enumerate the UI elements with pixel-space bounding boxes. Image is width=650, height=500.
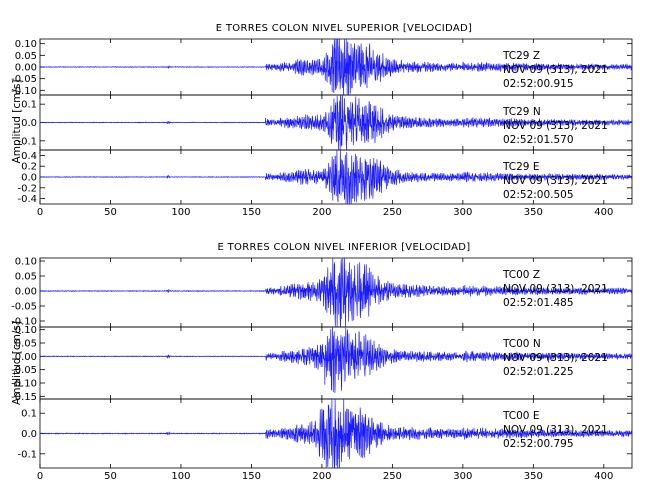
x-tick-label: 400 xyxy=(594,207,613,218)
y-tick-label: -0.10 xyxy=(11,317,37,328)
y-tick-label: -0.2 xyxy=(17,183,37,194)
y-axis-label: Amplitud [cm/s] xyxy=(11,80,23,164)
x-tick-label: 0 xyxy=(37,471,43,482)
date-label: NOV 09 (313), 2021 xyxy=(503,352,608,364)
x-tick-label: 50 xyxy=(104,471,117,482)
y-tick-label: -0.1 xyxy=(17,136,37,147)
x-tick-label: 150 xyxy=(242,207,261,218)
y-tick-label: -0.1 xyxy=(17,449,37,460)
y-tick-label: -0.4 xyxy=(17,194,37,205)
waveform-trace xyxy=(39,398,633,469)
y-tick-label: -0.05 xyxy=(11,302,37,313)
station-component-label: TC00 Z xyxy=(502,269,540,281)
waveform-trace xyxy=(39,38,633,96)
y-tick-label: -0.10 xyxy=(11,86,37,97)
x-tick-label: 250 xyxy=(383,207,402,218)
y-tick-label: -0.15 xyxy=(11,392,37,403)
y-tick-label: 0.10 xyxy=(15,325,37,336)
y-axis-label: Amplitud [cm/s] xyxy=(11,321,23,405)
y-tick-label: -0.05 xyxy=(11,74,37,85)
start-time-label: 02:52:01.225 xyxy=(503,366,574,378)
y-tick-label: -0.10 xyxy=(11,379,37,390)
y-tick-label: 0.05 xyxy=(15,272,37,283)
y-tick-label: 0.0 xyxy=(21,173,37,184)
start-time-label: 02:52:00.795 xyxy=(503,438,574,450)
y-tick-label: 0.10 xyxy=(15,257,37,268)
start-time-label: 02:52:00.915 xyxy=(503,78,574,90)
station-component-label: TC29 E xyxy=(502,161,539,173)
y-tick-label: 0.1 xyxy=(21,100,37,111)
x-tick-label: 300 xyxy=(453,471,472,482)
station-component-label: TC00 N xyxy=(502,338,541,350)
y-tick-label: 0.00 xyxy=(15,63,37,74)
x-tick-label: 200 xyxy=(312,471,331,482)
start-time-label: 02:52:00.505 xyxy=(503,189,574,201)
x-tick-label: 350 xyxy=(524,207,543,218)
y-tick-label: -0.05 xyxy=(11,365,37,376)
y-tick-label: 0.4 xyxy=(21,151,37,162)
start-time-label: 02:52:01.570 xyxy=(503,134,574,146)
x-tick-label: 150 xyxy=(242,471,261,482)
start-time-label: 02:52:01.485 xyxy=(503,297,574,309)
date-label: NOV 09 (313), 2021 xyxy=(503,64,608,76)
x-tick-label: 50 xyxy=(104,207,117,218)
date-label: NOV 09 (313), 2021 xyxy=(503,120,608,132)
chart-title: E TORRES COLON NIVEL SUPERIOR [VELOCIDAD… xyxy=(216,23,472,34)
y-tick-label: 0.10 xyxy=(15,39,37,50)
station-component-label: TC29 N xyxy=(502,106,541,118)
waveform-trace xyxy=(39,149,633,205)
date-label: NOV 09 (313), 2021 xyxy=(503,424,608,436)
x-tick-label: 200 xyxy=(312,207,331,218)
station-component-label: TC00 E xyxy=(502,410,539,422)
x-tick-label: 100 xyxy=(171,207,190,218)
x-tick-label: 400 xyxy=(594,471,613,482)
chart-title: E TORRES COLON NIVEL INFERIOR [VELOCIDAD… xyxy=(218,242,471,253)
x-tick-label: 100 xyxy=(171,471,190,482)
date-label: NOV 09 (313), 2021 xyxy=(503,175,608,187)
y-tick-label: 0.0 xyxy=(21,429,37,440)
x-tick-label: 300 xyxy=(453,207,472,218)
y-tick-label: 0.05 xyxy=(15,51,37,62)
y-tick-label: 0.05 xyxy=(15,339,37,350)
waveform-trace xyxy=(39,257,633,328)
x-tick-label: 350 xyxy=(524,471,543,482)
y-tick-label: 0.00 xyxy=(15,287,37,298)
station-component-label: TC29 Z xyxy=(502,50,540,62)
x-tick-label: 0 xyxy=(37,207,43,218)
waveform-trace xyxy=(39,94,633,151)
y-tick-label: 0.00 xyxy=(15,352,37,363)
y-tick-label: 0.0 xyxy=(21,118,37,129)
date-label: NOV 09 (313), 2021 xyxy=(503,283,608,295)
x-tick-label: 250 xyxy=(383,471,402,482)
y-tick-label: 0.1 xyxy=(21,409,37,420)
waveform-trace xyxy=(39,326,633,393)
y-tick-label: 0.2 xyxy=(21,162,37,173)
